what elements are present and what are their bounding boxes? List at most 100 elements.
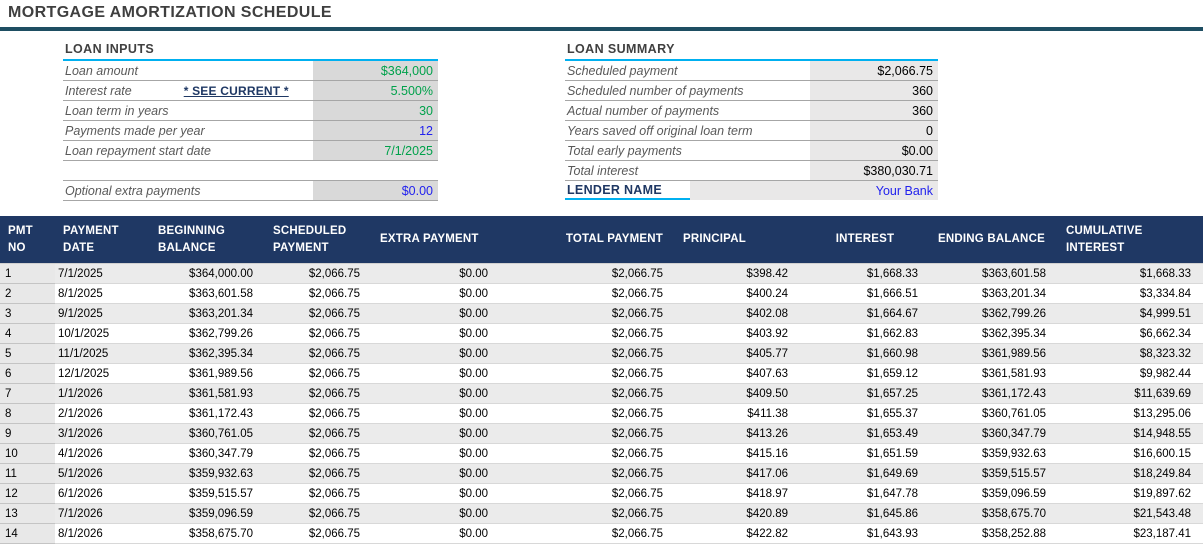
input-row: Optional extra payments $0.00 [63, 181, 438, 201]
summary-label: Scheduled payment [567, 63, 678, 78]
schedule-cell: $1,666.51 [800, 283, 930, 304]
schedule-cell: 5 [0, 343, 55, 364]
schedule-cell: 9 [0, 423, 55, 444]
summary-row: Scheduled number of payments 360 [565, 81, 938, 101]
schedule-cell: $418.97 [675, 483, 800, 504]
summary-label: Total early payments [567, 143, 682, 158]
schedule-cell: $2,066.75 [500, 263, 675, 284]
schedule-cell: $1,657.25 [800, 383, 930, 404]
schedule-cell: $1,647.78 [800, 483, 930, 504]
table-header-row: PMT NO PAYMENT DATE BEGINNING BALANCE SCHED… [0, 216, 1203, 264]
input-label: Interest rate [65, 83, 132, 98]
schedule-cell: 10 [0, 443, 55, 464]
schedule-cell: $2,066.75 [500, 383, 675, 404]
loan-inputs-panel: LOAN INPUTS Loan amount $364,000 Interes… [63, 39, 438, 201]
input-label: Optional extra payments [65, 183, 201, 198]
schedule-cell: $2,066.75 [265, 463, 372, 484]
summary-value-cell: $380,030.71 [810, 161, 938, 180]
schedule-cell: $0.00 [372, 483, 500, 504]
schedule-cell: $409.50 [675, 383, 800, 404]
table-row: 12 6/1/2026 $359,515.57 $2,066.75 $0.00 $2,06… [0, 483, 1203, 504]
schedule-cell: $363,601.58 [930, 263, 1058, 284]
schedule-cell: $363,601.58 [150, 283, 265, 304]
column-header: EXTRA PAYMENT [372, 216, 500, 264]
input-row: Loan term in years 30 [63, 101, 438, 121]
table-row: 7 1/1/2026 $361,581.93 $2,066.75 $0.00 $2,066… [0, 383, 1203, 404]
column-header: PMT NO [0, 216, 55, 264]
schedule-cell: $19,897.62 [1058, 483, 1203, 504]
input-value-cell[interactable]: $364,000 [313, 61, 438, 80]
schedule-cell: $1,659.12 [800, 363, 930, 384]
schedule-cell: 11/1/2025 [55, 343, 150, 364]
schedule-cell: $2,066.75 [265, 363, 372, 384]
schedule-cell: $359,515.57 [150, 483, 265, 504]
summary-label: Total interest [567, 163, 639, 178]
schedule-cell: $0.00 [372, 463, 500, 484]
schedule-cell: $0.00 [372, 303, 500, 324]
schedule-cell: $2,066.75 [265, 263, 372, 284]
schedule-cell: $413.26 [675, 423, 800, 444]
schedule-cell: $363,201.34 [150, 303, 265, 324]
schedule-cell: $9,982.44 [1058, 363, 1203, 384]
input-label: Loan amount [65, 63, 138, 78]
schedule-cell: $0.00 [372, 403, 500, 424]
table-row: 3 9/1/2025 $363,201.34 $2,066.75 $0.00 $2,066… [0, 303, 1203, 324]
schedule-cell: $2,066.75 [265, 383, 372, 404]
input-value-cell[interactable]: 7/1/2025 [313, 141, 438, 160]
amortization-table: PMT NO PAYMENT DATE BEGINNING BALANCE SCHED… [0, 216, 1203, 544]
input-value-cell[interactable]: 30 [313, 101, 438, 120]
schedule-cell: $6,662.34 [1058, 323, 1203, 344]
schedule-cell: $417.06 [675, 463, 800, 484]
table-row: 1 7/1/2025 $364,000.00 $2,066.75 $0.00 $2,066… [0, 263, 1203, 284]
schedule-cell: 11 [0, 463, 55, 484]
summary-row: Years saved off original loan term 0 [565, 121, 938, 141]
schedule-cell: $0.00 [372, 383, 500, 404]
schedule-cell: $1,668.33 [1058, 263, 1203, 284]
input-value-cell[interactable]: 5.500% [313, 81, 438, 100]
schedule-cell: 12/1/2025 [55, 363, 150, 384]
schedule-cell: 7 [0, 383, 55, 404]
title-divider [0, 27, 1203, 31]
loan-summary-rows: Scheduled payment $2,066.75 Scheduled nu… [565, 61, 938, 200]
schedule-cell: $359,932.63 [930, 443, 1058, 464]
schedule-cell: $361,172.43 [930, 383, 1058, 404]
loan-summary-panel: LOAN SUMMARY Scheduled payment $2,066.75… [565, 39, 938, 200]
schedule-cell: $0.00 [372, 323, 500, 344]
schedule-cell: $0.00 [372, 363, 500, 384]
schedule-cell: $361,989.56 [930, 343, 1058, 364]
schedule-cell: $11,639.69 [1058, 383, 1203, 404]
schedule-cell: $2,066.75 [265, 343, 372, 364]
schedule-cell: $2,066.75 [265, 323, 372, 344]
summary-value-cell: 360 [810, 81, 938, 100]
table-row: 2 8/1/2025 $363,601.58 $2,066.75 $0.00 $2,066… [0, 283, 1203, 304]
schedule-cell: $362,799.26 [150, 323, 265, 344]
schedule-cell: 2 [0, 283, 55, 304]
input-label: Loan term in years [65, 103, 169, 118]
schedule-cell: $8,323.32 [1058, 343, 1203, 364]
schedule-cell: $411.38 [675, 403, 800, 424]
schedule-cell: $362,395.34 [150, 343, 265, 364]
schedule-cell: $2,066.75 [265, 303, 372, 324]
schedule-cell: $1,655.37 [800, 403, 930, 424]
schedule-cell: $2,066.75 [265, 443, 372, 464]
table-row: 11 5/1/2026 $359,932.63 $2,066.75 $0.00 $2,06… [0, 463, 1203, 484]
schedule-cell: $16,600.15 [1058, 443, 1203, 464]
schedule-cell: $398.42 [675, 263, 800, 284]
summary-value-cell[interactable]: Your Bank [690, 181, 938, 200]
schedule-cell: $2,066.75 [500, 323, 675, 344]
input-row [63, 161, 438, 181]
table-row: 13 7/1/2026 $359,096.59 $2,066.75 $0.00 $2,06… [0, 503, 1203, 524]
schedule-cell: $2,066.75 [265, 423, 372, 444]
schedule-cell: $359,096.59 [930, 483, 1058, 504]
input-value-cell[interactable]: 12 [313, 121, 438, 140]
schedule-cell: $2,066.75 [500, 483, 675, 504]
schedule-cell: 8/1/2025 [55, 283, 150, 304]
summary-row: Total interest $380,030.71 [565, 161, 938, 181]
table-row: 9 3/1/2026 $360,761.05 $2,066.75 $0.00 $2,066… [0, 423, 1203, 444]
schedule-cell: 10/1/2025 [55, 323, 150, 344]
input-value-cell[interactable]: $0.00 [313, 181, 438, 200]
see-current-link[interactable]: * SEE CURRENT * [183, 83, 289, 98]
table-row: 4 10/1/2025 $362,799.26 $2,066.75 $0.00 $2,06… [0, 323, 1203, 344]
schedule-cell: $2,066.75 [265, 403, 372, 424]
schedule-cell: $360,761.05 [930, 403, 1058, 424]
